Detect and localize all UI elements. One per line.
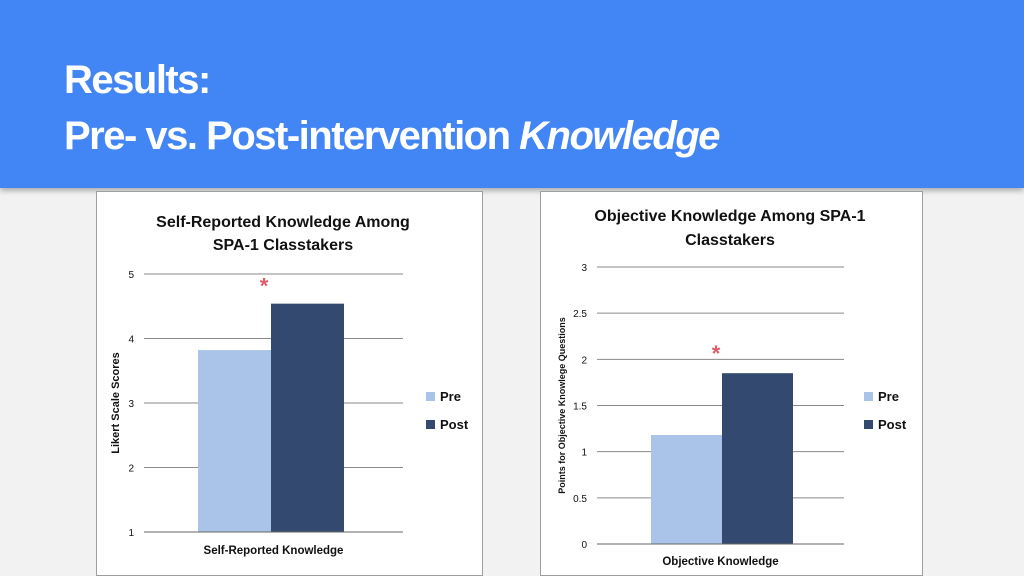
y-tick-label: 3 [581,263,587,274]
legend-swatch-pre [426,392,435,401]
chart-objective: Objective Knowledge Among SPA-1 Classtake… [557,208,907,568]
title-line-2-prefix: Pre- vs. Post-intervention [64,114,520,158]
legend-swatch-post [426,420,435,429]
chart-self-reported: Self-Reported Knowledge Among SPA-1 Class… [110,214,469,557]
bar-post [722,373,793,544]
legend-label-post: Post [878,417,907,432]
x-axis-label: Self-Reported Knowledge [204,545,344,557]
y-tick-label: 2 [581,355,587,366]
bar-post [271,303,344,532]
title-line-1: Results: [64,58,211,102]
chart-title-line: Classtakers [685,232,775,249]
y-tick-label: 1 [581,448,587,459]
title-line-2: Pre- vs. Post-intervention Knowledge [64,108,721,164]
legend-label-post: Post [440,417,469,432]
y-tick-label: 4 [128,335,134,346]
y-axis-label: Likert Scale Scores [110,352,122,454]
legend-swatch-post [864,420,873,429]
y-tick-label: 3 [128,399,134,410]
slide-title: Results: Pre- vs. Post-intervention Know… [64,52,721,164]
slide-header: Results: Pre- vs. Post-intervention Know… [0,0,1024,188]
chart-title-line: Self-Reported Knowledge Among [156,214,410,231]
y-tick-label: 2.5 [573,309,587,320]
y-tick-label: 0.5 [573,494,587,505]
bar-pre [198,350,271,532]
chart-title-line: Objective Knowledge Among SPA-1 [594,208,865,225]
significance-marker: * [712,341,721,366]
legend-label-pre: Pre [878,389,899,404]
x-axis-label: Objective Knowledge [662,556,778,568]
y-tick-label: 2 [128,464,134,475]
chart-panel-objective: Objective Knowledge Among SPA-1 Classtake… [540,191,923,576]
significance-marker: * [260,274,269,299]
legend-label-pre: Pre [440,389,461,404]
title-emphasis: Knowledge [519,114,720,158]
bar-pre [651,435,722,544]
legend-swatch-pre [864,392,873,401]
y-tick-label: 1 [128,528,134,539]
y-tick-label: 5 [128,270,134,281]
chart-panel-self-reported: Self-Reported Knowledge Among SPA-1 Class… [96,191,483,576]
y-tick-label: 0 [581,540,587,551]
y-axis-label: Points for Objective Knowlege Questions [557,317,567,494]
chart-title-line: SPA-1 Classtakers [213,237,353,254]
y-tick-label: 1.5 [573,402,587,413]
